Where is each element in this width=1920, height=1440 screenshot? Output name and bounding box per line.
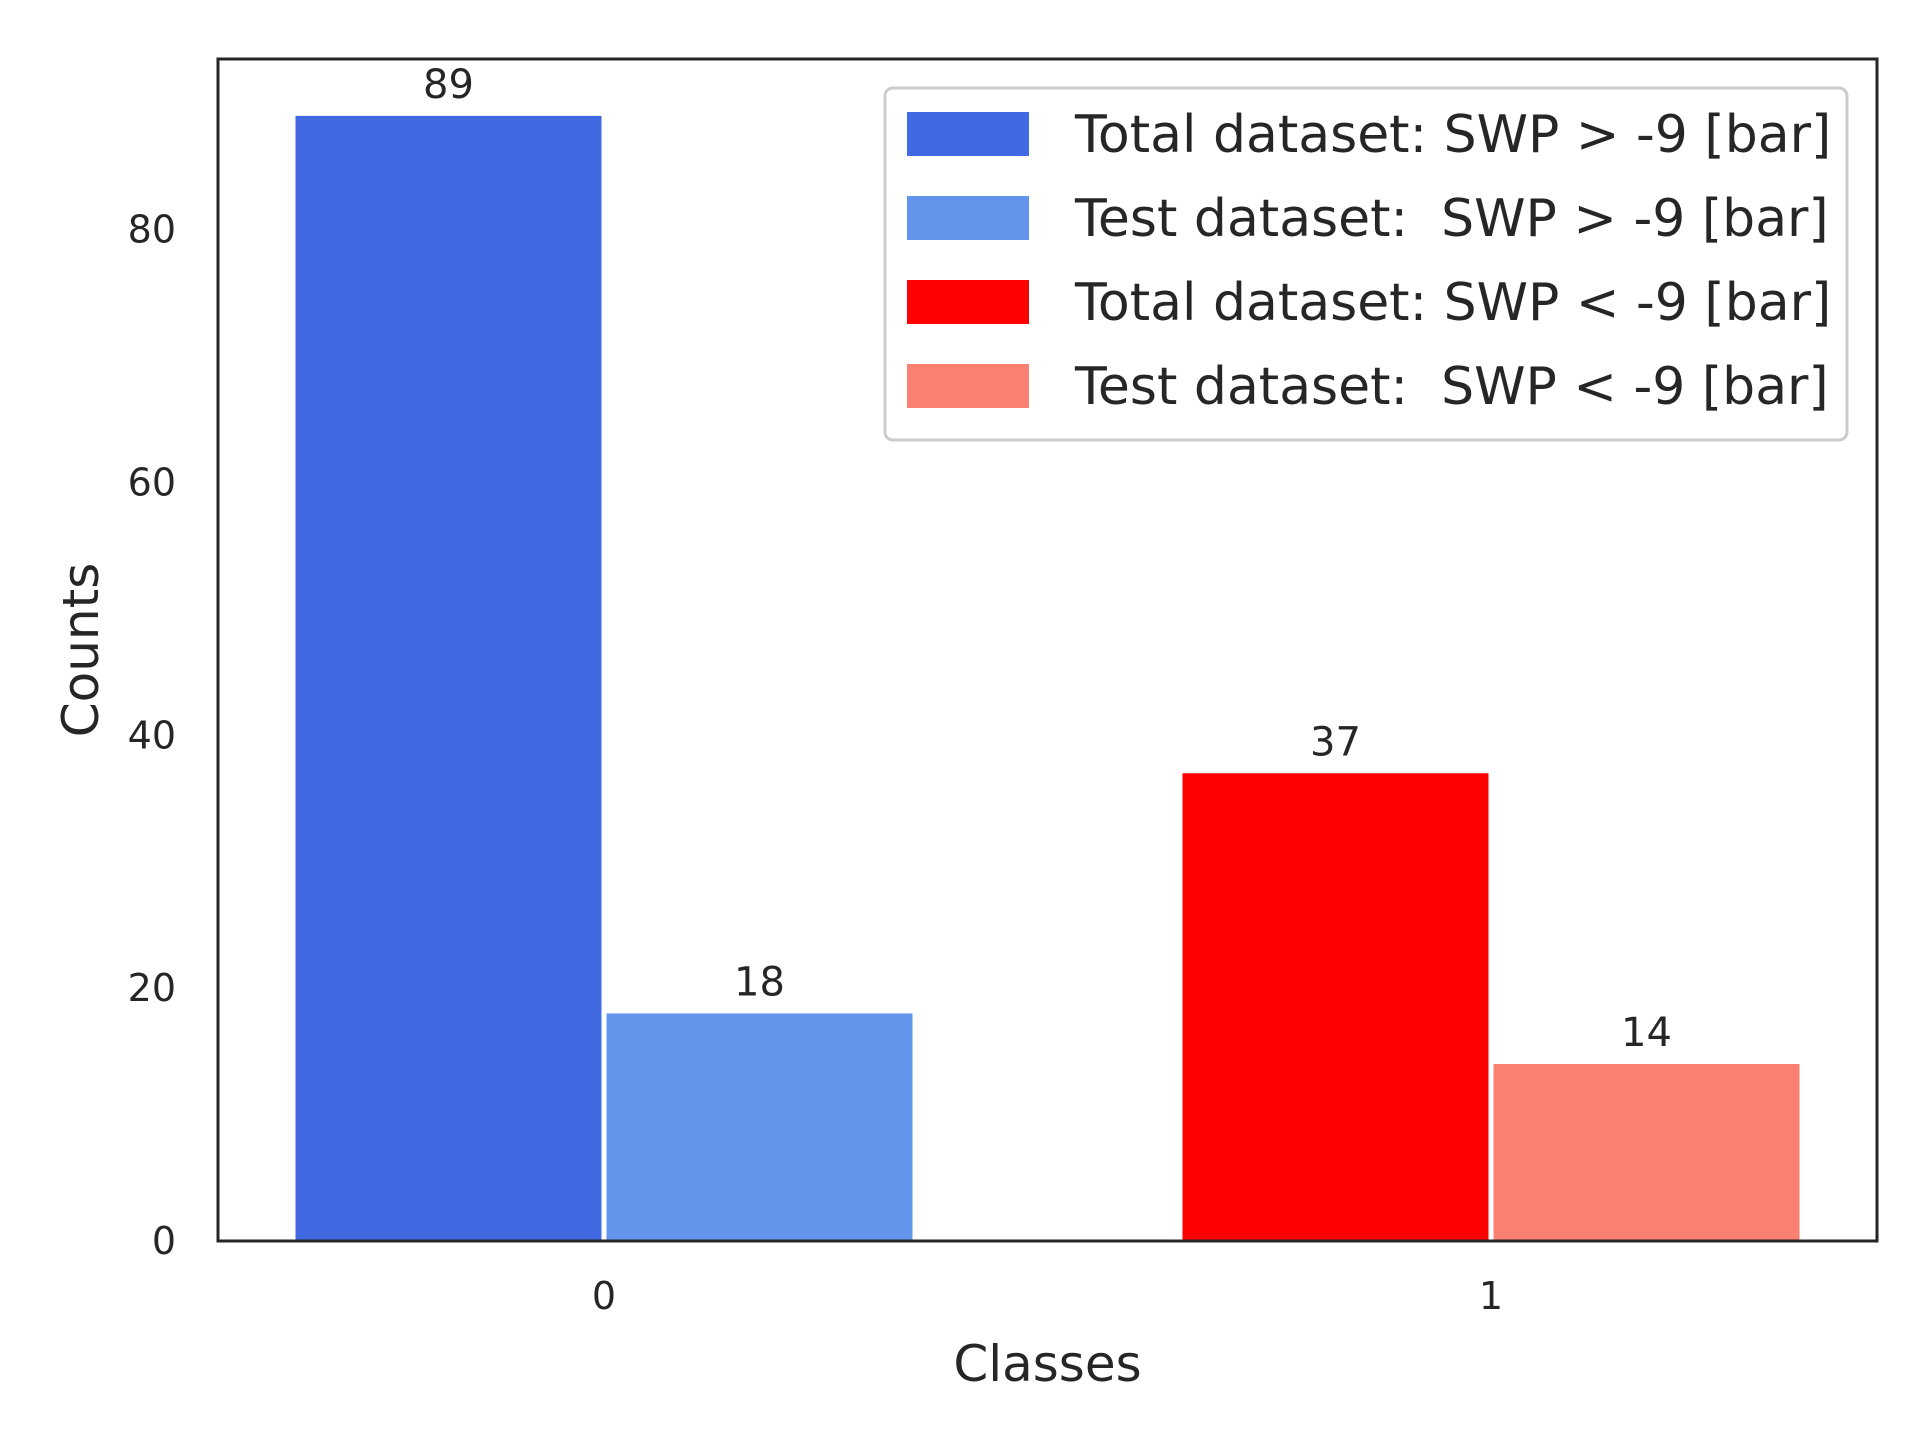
legend-entry: Test dataset: SWP > -9 [bar] bbox=[1074, 189, 1829, 249]
bar-0-total bbox=[295, 115, 602, 1242]
legend-swatch bbox=[907, 196, 1029, 240]
x-axis-label: Classes bbox=[953, 1335, 1141, 1393]
data-label: 89 bbox=[423, 62, 474, 108]
y-tick-label: 80 bbox=[128, 208, 176, 252]
legend-swatch bbox=[907, 364, 1029, 408]
y-tick-label: 60 bbox=[128, 460, 176, 504]
axes-frame bbox=[216, 57, 1879, 1243]
legend-swatch bbox=[907, 112, 1029, 156]
y-tick-label: 20 bbox=[128, 966, 176, 1010]
legend: Total dataset: SWP > -9 [bar] Test datase… bbox=[883, 86, 1849, 442]
legend-entry: Test dataset: SWP < -9 [bar] bbox=[1074, 357, 1829, 417]
x-tick-label: 0 bbox=[592, 1274, 616, 1318]
y-tick-label: 40 bbox=[128, 713, 176, 757]
data-label: 14 bbox=[1621, 1010, 1672, 1056]
legend-entry: Total dataset: SWP < -9 [bar] bbox=[1074, 273, 1831, 333]
y-tick-label: 0 bbox=[152, 1219, 176, 1263]
legend-entry: Total dataset: SWP > -9 [bar] bbox=[1074, 105, 1831, 165]
y-axis: 0 20 40 60 80 bbox=[128, 208, 176, 1263]
plot-area: 89 18 37 14 bbox=[295, 62, 1800, 1242]
legend-swatch bbox=[907, 280, 1029, 324]
bar-1-total bbox=[1182, 773, 1489, 1241]
x-tick-label: 1 bbox=[1479, 1274, 1503, 1318]
data-label: 37 bbox=[1310, 719, 1361, 765]
data-label: 18 bbox=[734, 959, 785, 1005]
y-axis-label: Counts bbox=[52, 563, 110, 738]
bar-1-test bbox=[1493, 1064, 1800, 1241]
legend-box bbox=[883, 86, 1849, 442]
bar-0-test bbox=[606, 1013, 913, 1241]
